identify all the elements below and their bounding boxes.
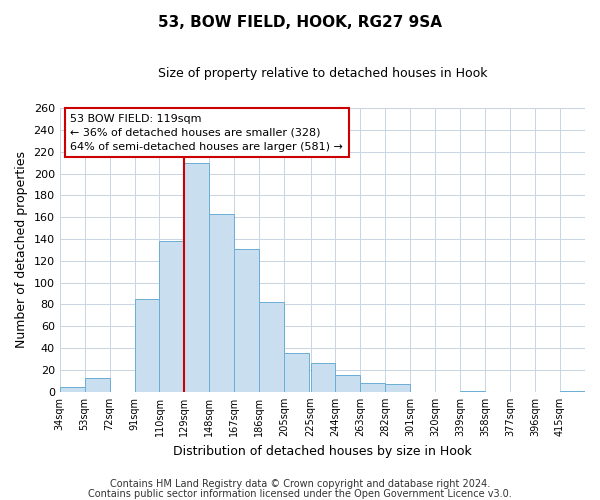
Bar (209, 214, 235, 392)
Bar (259, 302, 284, 392)
X-axis label: Distribution of detached houses by size in Hook: Distribution of detached houses by size … (173, 444, 472, 458)
Bar (311, 364, 335, 392)
Bar (184, 162, 209, 392)
Bar (385, 384, 410, 392)
Bar (134, 299, 160, 392)
Text: 53, BOW FIELD, HOOK, RG27 9SA: 53, BOW FIELD, HOOK, RG27 9SA (158, 15, 442, 30)
Text: Contains public sector information licensed under the Open Government Licence v3: Contains public sector information licen… (88, 489, 512, 499)
Y-axis label: Number of detached properties: Number of detached properties (15, 152, 28, 348)
Bar (59, 388, 85, 392)
Bar (335, 376, 361, 392)
Bar (85, 378, 110, 392)
Bar (284, 352, 309, 392)
Bar (235, 249, 259, 392)
Bar (160, 241, 184, 392)
Bar (560, 390, 585, 392)
Text: 53 BOW FIELD: 119sqm
← 36% of detached houses are smaller (328)
64% of semi-deta: 53 BOW FIELD: 119sqm ← 36% of detached h… (70, 114, 343, 152)
Title: Size of property relative to detached houses in Hook: Size of property relative to detached ho… (158, 68, 487, 80)
Bar (361, 383, 385, 392)
Bar (460, 390, 485, 392)
Text: Contains HM Land Registry data © Crown copyright and database right 2024.: Contains HM Land Registry data © Crown c… (110, 479, 490, 489)
